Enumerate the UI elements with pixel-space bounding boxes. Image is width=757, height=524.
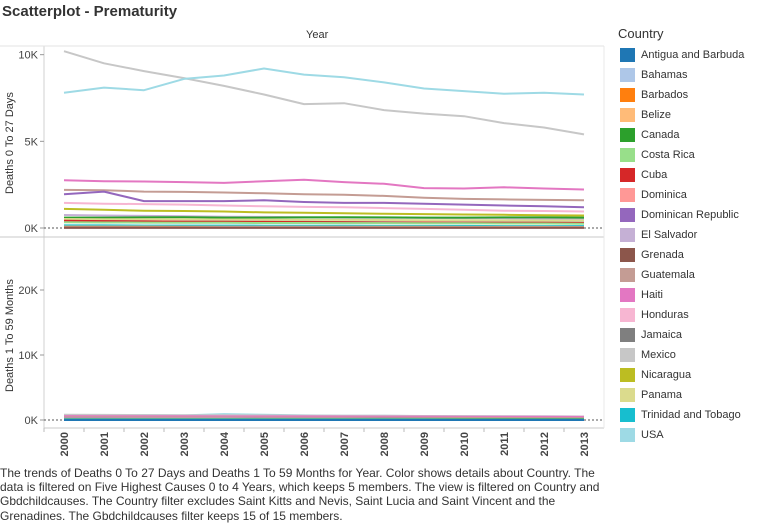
series-line-honduras — [63, 201, 585, 213]
legend-label: Trinidad and Tobago — [641, 409, 741, 421]
series-line-guatemala — [64, 416, 584, 420]
legend-item[interactable]: Costa Rica — [614, 145, 754, 165]
legend-item[interactable]: El Salvador — [614, 225, 754, 245]
legend-swatch — [620, 88, 635, 102]
series-line-dominican-republic — [63, 190, 585, 209]
legend-swatch — [620, 388, 635, 402]
legend-label: Nicaragua — [641, 369, 692, 381]
legend-label: Dominica — [641, 189, 687, 201]
legend-swatch — [620, 288, 635, 302]
legend-swatch — [620, 428, 635, 442]
legend-swatch — [620, 308, 635, 322]
series-line-usa — [63, 67, 585, 96]
legend-label: Guatemala — [641, 269, 695, 281]
y-tick-label: 10K — [18, 50, 38, 62]
x-tick-label: 2003 — [179, 432, 191, 456]
x-tick-label: 2010 — [459, 432, 471, 456]
x-tick-label: 2011 — [499, 432, 511, 456]
legend-swatch — [620, 188, 635, 202]
legend-label: Panama — [641, 389, 682, 401]
y-tick-label: 0K — [25, 223, 39, 235]
legend-swatch — [620, 368, 635, 382]
legend-item[interactable]: Trinidad and Tobago — [614, 405, 754, 425]
legend-label: Cuba — [641, 169, 668, 181]
legend-swatch — [620, 328, 635, 342]
x-tick-label: 2013 — [579, 432, 591, 456]
legend-item[interactable]: Jamaica — [614, 325, 754, 345]
legend-label: USA — [641, 429, 664, 441]
legend-label: Haiti — [641, 289, 664, 301]
series-line-haiti — [63, 178, 585, 191]
legend-items: Antigua and Barbuda Bahamas Barbados Belize… — [614, 45, 754, 445]
legend-item[interactable]: Guatemala — [614, 265, 754, 285]
legend-swatch — [620, 208, 635, 222]
x-tick-label: 2004 — [219, 431, 231, 456]
legend-swatch — [620, 148, 635, 162]
x-tick-label: 2008 — [379, 432, 391, 456]
legend-title: Country — [618, 26, 664, 41]
legend-label: Mexico — [641, 349, 676, 361]
caption: The trends of Deaths 0 To 27 Days and De… — [0, 466, 600, 523]
legend-swatch — [620, 168, 635, 182]
legend-swatch — [620, 408, 635, 422]
y-tick-label: 0K — [25, 415, 39, 427]
series-line-nicaragua — [63, 207, 585, 217]
x-tick-label: 2000 — [59, 432, 71, 456]
legend-label: Antigua and Barbuda — [641, 49, 745, 61]
series-line-guatemala — [63, 188, 585, 202]
legend-label: El Salvador — [641, 229, 698, 241]
legend-item[interactable]: Haiti — [614, 285, 754, 305]
x-tick-label: 2012 — [539, 432, 551, 456]
legend-item[interactable]: Dominica — [614, 185, 754, 205]
x-tick-label: 2006 — [299, 432, 311, 456]
x-tick-label: 2001 — [99, 432, 111, 456]
chart-title: Scatterplot - Prematurity — [2, 3, 178, 20]
x-tick-label: 2002 — [139, 432, 151, 456]
legend-item[interactable]: USA — [614, 425, 754, 445]
y-tick-label: 10K — [18, 350, 38, 362]
legend-swatch — [620, 48, 635, 62]
legend-swatch — [620, 248, 635, 262]
legend-label: Costa Rica — [641, 149, 695, 161]
legend-item[interactable]: Dominican Republic — [614, 205, 754, 225]
legend-label: Honduras — [641, 309, 689, 321]
legend-label: Dominican Republic — [641, 209, 739, 221]
legend: Country Antigua and Barbuda Bahamas Barbad… — [614, 26, 754, 445]
legend-label: Canada — [641, 129, 680, 141]
x-tick-label: 2005 — [259, 432, 271, 456]
legend-swatch — [620, 348, 635, 362]
legend-label: Barbados — [641, 89, 689, 101]
legend-item[interactable]: Antigua and Barbuda — [614, 45, 754, 65]
legend-item[interactable]: Nicaragua — [614, 365, 754, 385]
legend-item[interactable]: Bahamas — [614, 65, 754, 85]
legend-swatch — [620, 68, 635, 82]
legend-item[interactable]: Barbados — [614, 85, 754, 105]
x-tick-label: 2007 — [339, 432, 351, 456]
legend-item[interactable]: Panama — [614, 385, 754, 405]
line-chart: 0K 5K 10K 0K 10K 20K 2000 2001 2002 2003 2004 2005 2… — [0, 45, 605, 456]
y-tick-label: 20K — [18, 285, 38, 297]
y-tick-label: 5K — [25, 136, 39, 148]
legend-swatch — [620, 108, 635, 122]
legend-item[interactable]: Belize — [614, 105, 754, 125]
column-header-year: Year — [306, 29, 329, 41]
legend-swatch — [620, 268, 635, 282]
series-line-costa-rica — [63, 221, 585, 225]
legend-swatch — [620, 128, 635, 142]
legend-item[interactable]: Honduras — [614, 305, 754, 325]
legend-item[interactable]: Canada — [614, 125, 754, 145]
legend-label: Jamaica — [641, 329, 682, 341]
legend-item[interactable]: Grenada — [614, 245, 754, 265]
legend-item[interactable]: Cuba — [614, 165, 754, 185]
series-line-haiti — [63, 415, 585, 418]
x-tick-label: 2009 — [419, 432, 431, 456]
series-line-panama — [63, 218, 584, 222]
legend-label: Grenada — [641, 249, 684, 261]
series-line-mexico — [63, 50, 585, 136]
legend-label: Bahamas — [641, 69, 688, 81]
legend-swatch — [620, 228, 635, 242]
legend-label: Belize — [641, 109, 671, 121]
legend-item[interactable]: Mexico — [614, 345, 754, 365]
